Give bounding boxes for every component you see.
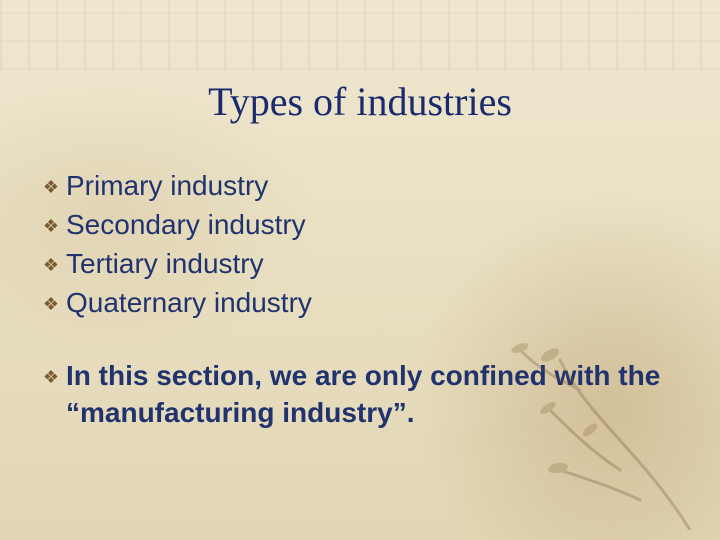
diamond-bullet-icon: ❖	[42, 176, 60, 200]
bullet-group-2: ❖ In this section, we are only confined …	[42, 358, 680, 432]
list-item: ❖ Tertiary industry	[42, 246, 680, 283]
bullet-group-1: ❖ Primary industry ❖ Secondary industry …	[42, 168, 680, 322]
slide: Types of industries ❖ Primary industry ❖…	[0, 0, 720, 540]
list-item: ❖ Quaternary industry	[42, 285, 680, 322]
list-item-text: Tertiary industry	[66, 246, 680, 283]
diamond-bullet-icon: ❖	[42, 215, 60, 239]
list-item-text: Quaternary industry	[66, 285, 680, 322]
slide-body: ❖ Primary industry ❖ Secondary industry …	[42, 168, 680, 434]
slide-title: Types of industries	[0, 78, 720, 125]
diamond-bullet-icon: ❖	[42, 293, 60, 317]
ornament-band	[0, 0, 720, 70]
diamond-bullet-icon: ❖	[42, 366, 60, 390]
diamond-bullet-icon: ❖	[42, 254, 60, 278]
list-item: ❖ In this section, we are only confined …	[42, 358, 680, 432]
list-item-text: Primary industry	[66, 168, 680, 205]
list-item-text: Secondary industry	[66, 207, 680, 244]
list-item-text: In this section, we are only confined wi…	[66, 358, 680, 432]
list-item: ❖ Primary industry	[42, 168, 680, 205]
list-item: ❖ Secondary industry	[42, 207, 680, 244]
